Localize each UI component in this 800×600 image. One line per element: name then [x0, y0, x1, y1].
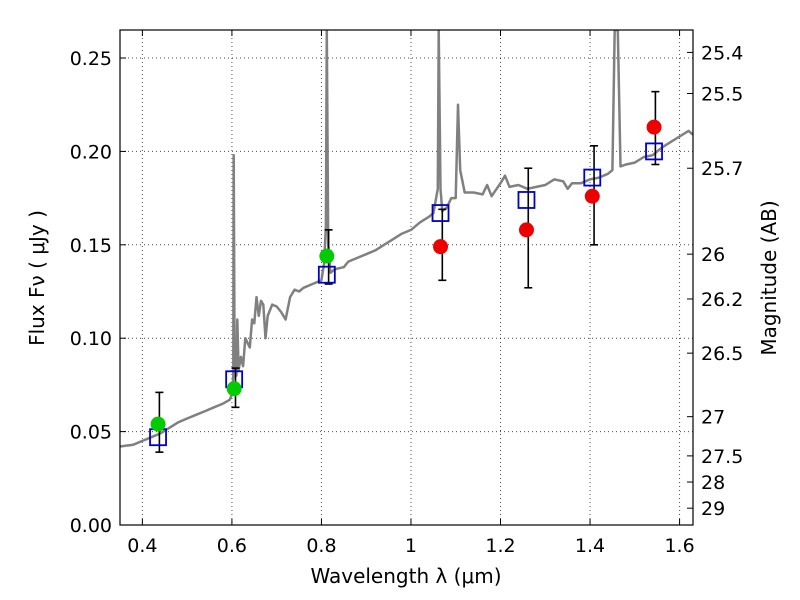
- y2-tick-label: 28: [701, 472, 725, 494]
- y-tick-label: 0.00: [70, 515, 112, 537]
- spectrum-line: [120, 30, 693, 448]
- y2-tick-label: 26: [701, 244, 725, 266]
- y2-axis: 25.4 25.5 25.7 26 26.2 26.5 27 27.5 28 29: [687, 42, 743, 520]
- observed-circle-point: [646, 119, 662, 135]
- y2-tick-label: 25.5: [701, 84, 743, 106]
- y-axis: 0.00 0.05 0.10 0.15 0.20 0.25: [70, 48, 126, 537]
- y2-tick-label: 26.5: [701, 343, 743, 365]
- x-tick-label: 1.4: [575, 535, 605, 557]
- y2-tick-label: 29: [701, 498, 725, 520]
- y2-axis-label: Magnitude (AB): [757, 200, 781, 355]
- series-layer: [120, 30, 693, 453]
- y2-tick-label: 27.5: [701, 446, 743, 468]
- x-tick-label: 1.2: [485, 535, 515, 557]
- observed-circle-point: [518, 222, 534, 238]
- y2-tick-label: 25.7: [701, 158, 743, 180]
- observed-circle-point: [226, 381, 242, 397]
- x-tick-label: 1: [405, 535, 417, 557]
- model-square-point: [583, 168, 602, 187]
- y-tick-label: 0.20: [70, 141, 112, 163]
- plot-frame: [119, 29, 694, 526]
- y2-tick-label: 26.2: [701, 289, 743, 311]
- observed-circle-point: [584, 188, 600, 204]
- model-square-point: [645, 142, 663, 161]
- y-axis-label: Flux Fν ( μJy ): [25, 210, 49, 346]
- y-tick-label: 0.25: [70, 48, 112, 70]
- y-tick-label: 0.15: [70, 235, 112, 257]
- x-tick-label: 0.8: [306, 535, 336, 557]
- x-axis-label: Wavelength λ (μm): [310, 564, 501, 588]
- y2-tick-label: 27: [701, 407, 725, 429]
- model-square-point: [431, 204, 450, 222]
- observed-circle-point: [150, 416, 166, 432]
- y-tick-label: 0.05: [70, 422, 112, 444]
- x-axis: 0.4 0.6 0.8 1 1.2 1.4 1.6: [127, 30, 695, 557]
- x-tick-label: 0.6: [217, 535, 247, 557]
- grid-lines: [120, 30, 693, 526]
- plot-area: [120, 30, 693, 453]
- x-tick-label: 0.4: [127, 535, 157, 557]
- y2-tick-label: 25.4: [701, 42, 743, 64]
- observed-circle-point: [319, 248, 335, 264]
- model-square-point: [517, 191, 536, 209]
- y-tick-label: 0.10: [70, 328, 112, 350]
- model-square-point: [317, 265, 336, 284]
- x-tick-label: 1.6: [664, 535, 694, 557]
- observed-circle-point: [433, 239, 449, 255]
